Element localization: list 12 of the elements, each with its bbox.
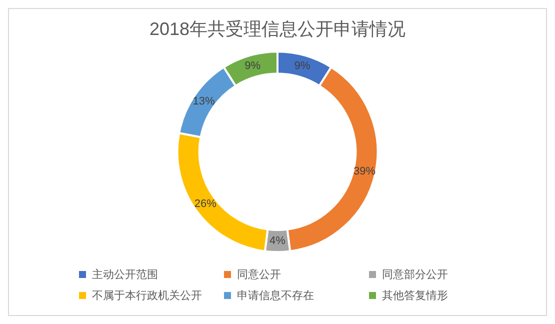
chart-title: 2018年共受理信息公开申请情况	[149, 18, 406, 39]
data-label: 26%	[194, 198, 217, 210]
data-label: 4%	[270, 235, 286, 248]
data-label: 9%	[294, 60, 311, 72]
legend-label: 不属于本行政机关公开	[92, 288, 202, 303]
data-label: 13%	[192, 96, 215, 108]
legend-label: 申请信息不存在	[237, 289, 314, 303]
legend-label: 其他答复情形	[382, 289, 448, 303]
legend-label: 主动公开范围	[92, 268, 158, 282]
legend-label: 同意部分公开	[382, 268, 448, 282]
data-label: 9%	[244, 60, 261, 72]
legend-label: 同意公开	[237, 268, 281, 282]
